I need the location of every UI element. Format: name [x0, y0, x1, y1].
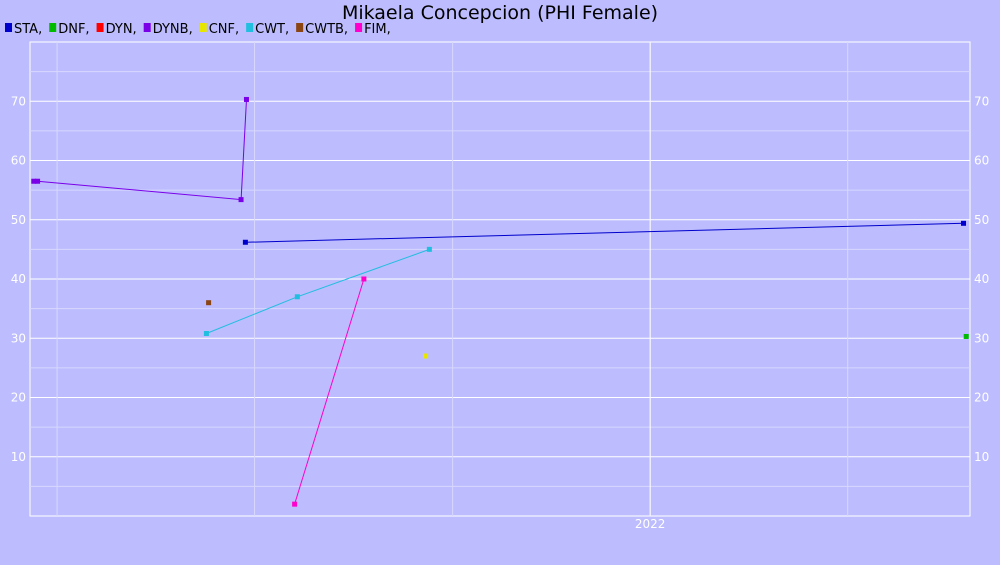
chart-title: Mikaela Concepcion (PHI Female)	[342, 2, 658, 24]
data-point-dynb	[31, 178, 37, 184]
legend-swatch-dnf	[49, 23, 57, 32]
data-point-dynb	[35, 178, 41, 184]
legend-swatch-cwtb	[296, 23, 304, 32]
data-point-cnf	[423, 353, 429, 359]
y-tick-label-right: 40	[974, 272, 989, 286]
data-point-fim	[292, 501, 298, 507]
axes: 10 10 20 20 30 30 40 40 50 50 60 60 70 70 2022	[11, 94, 990, 531]
series-line-fim	[294, 278, 365, 505]
legend-label-dnf: DNF,	[58, 22, 89, 37]
legend-label-fim: FIM,	[364, 22, 391, 37]
y-tick-label-left: 30	[11, 331, 26, 345]
legend-swatch-dyn	[96, 23, 104, 32]
legend: STA, DNF, DYN, DYNB, CNF, CWT, CWTB, FIM,	[5, 22, 391, 37]
data-point-dynb	[238, 197, 244, 203]
y-tick-label-left: 20	[11, 391, 26, 405]
y-tick-label-right: 20	[974, 391, 989, 405]
y-tick-label-left: 70	[11, 94, 26, 108]
data-point-cwtb	[206, 300, 212, 306]
legend-swatch-cnf	[199, 23, 207, 32]
legend-label-sta: STA,	[14, 22, 42, 37]
data-point-cwt	[294, 294, 300, 300]
y-tick-label-right: 60	[974, 154, 989, 168]
series-layer	[31, 96, 969, 507]
x-tick-label: 2022	[635, 517, 666, 531]
y-tick-label-right: 70	[974, 94, 989, 108]
legend-label-cwt: CWT,	[255, 22, 289, 37]
data-point-cwt	[203, 331, 209, 337]
y-tick-label-right: 10	[974, 450, 989, 464]
legend-label-cnf: CNF,	[209, 22, 239, 37]
legend-label-dynb: DYNB,	[153, 22, 193, 37]
y-tick-label-right: 30	[974, 331, 989, 345]
data-point-dnf	[963, 333, 969, 339]
legend-swatch-sta	[5, 23, 12, 32]
legend-swatch-cwt	[246, 23, 254, 32]
data-point-dynb	[243, 96, 249, 102]
data-point-fim	[361, 276, 367, 282]
legend-swatch-dynb	[143, 23, 151, 32]
y-tick-label-left: 40	[11, 272, 26, 286]
data-point-cwt	[426, 246, 432, 252]
y-tick-label-left: 60	[11, 154, 26, 168]
legend-swatch-fim	[355, 23, 363, 32]
legend-label-cwtb: CWTB,	[305, 22, 348, 37]
series-line-sta	[245, 222, 964, 243]
data-point-sta	[242, 239, 248, 245]
y-tick-label-right: 50	[974, 213, 989, 227]
grid	[30, 42, 970, 516]
legend-label-dyn: DYN,	[106, 22, 137, 37]
data-point-sta	[961, 220, 967, 226]
y-tick-label-left: 50	[11, 213, 26, 227]
y-tick-label-left: 10	[11, 450, 26, 464]
